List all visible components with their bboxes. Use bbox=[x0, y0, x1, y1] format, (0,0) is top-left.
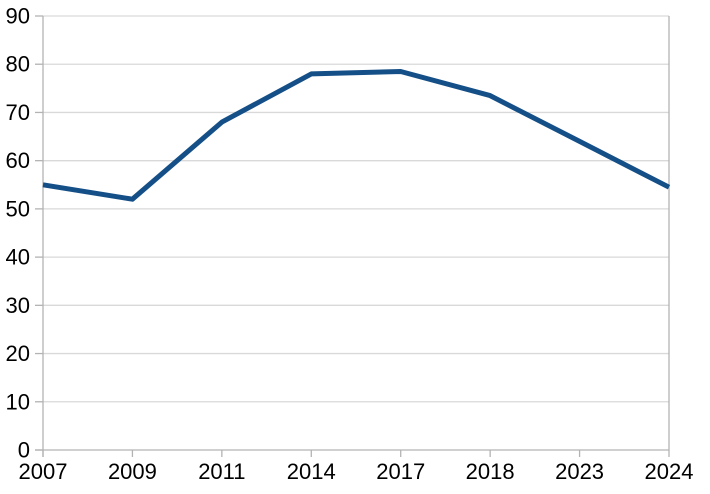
y-axis-tick-label: 10 bbox=[6, 389, 30, 414]
y-axis-tick-label: 80 bbox=[6, 52, 30, 77]
y-axis-tick-label: 20 bbox=[6, 341, 30, 366]
y-axis-tick-label: 70 bbox=[6, 100, 30, 125]
y-axis-tick-label: 50 bbox=[6, 196, 30, 221]
y-axis-tick-label: 0 bbox=[18, 438, 30, 463]
x-axis-tick-label: 2017 bbox=[376, 459, 425, 484]
x-axis-tick-label: 2023 bbox=[555, 459, 604, 484]
y-axis-tick-label: 30 bbox=[6, 293, 30, 318]
x-axis-tick-label: 2009 bbox=[108, 459, 157, 484]
x-axis-tick-label: 2024 bbox=[645, 459, 694, 484]
x-axis-tick-label: 2011 bbox=[198, 459, 245, 484]
y-axis-tick-label: 40 bbox=[6, 245, 30, 270]
x-axis-tick-label: 2007 bbox=[19, 459, 68, 484]
x-axis-tick-label: 2014 bbox=[287, 459, 336, 484]
y-axis-tick-label: 90 bbox=[6, 4, 30, 29]
y-axis-tick-label: 60 bbox=[6, 148, 30, 173]
data-line-series bbox=[42, 69, 671, 202]
x-axis-tick-label: 2018 bbox=[466, 459, 515, 484]
